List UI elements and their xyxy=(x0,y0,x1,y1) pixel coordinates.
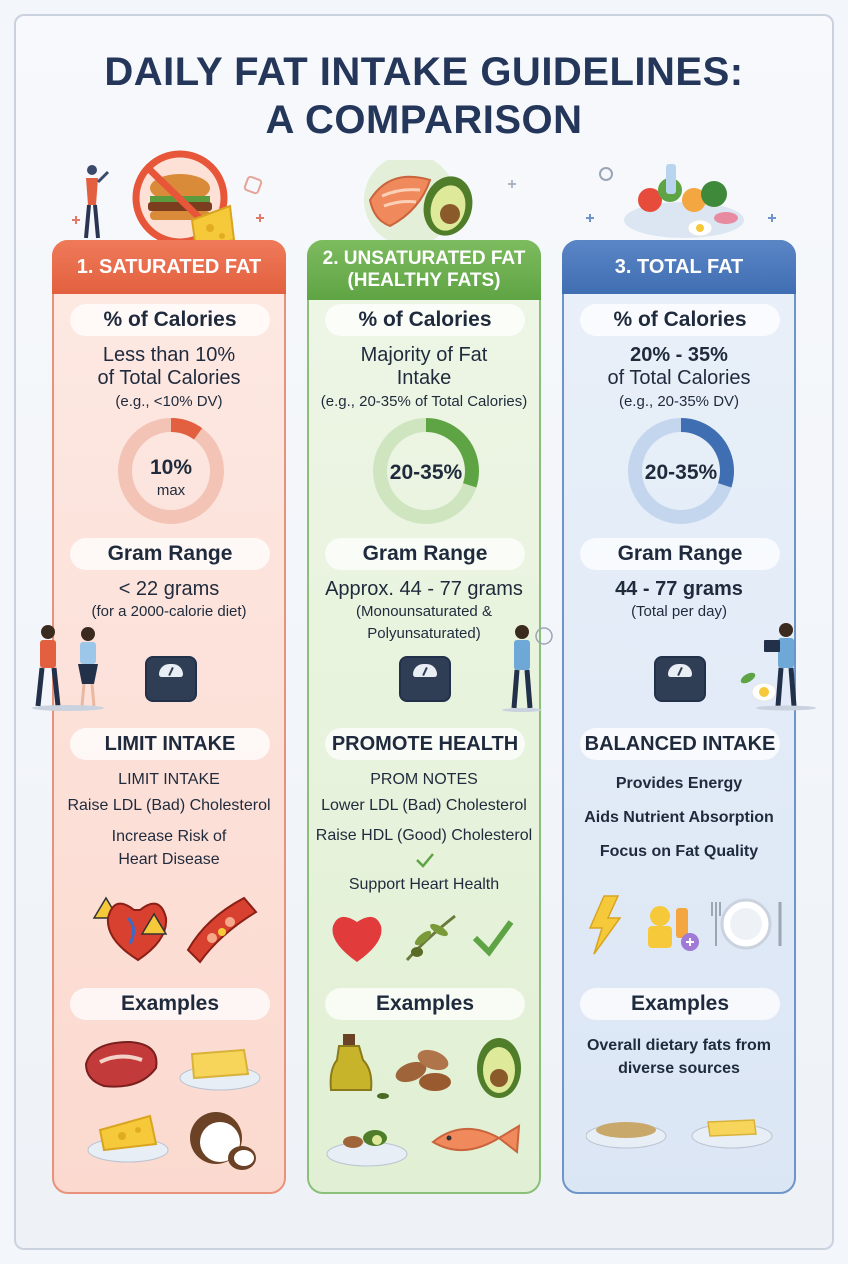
column-header: 3. TOTAL FAT xyxy=(562,240,796,294)
salmon-avocado-icon xyxy=(364,160,516,240)
examples-label: Examples xyxy=(580,988,780,1020)
no-burger-icon xyxy=(72,150,264,250)
title-line-1: DAILY FAT INTAKE GUIDELINES: xyxy=(104,50,744,94)
effect-3: Raise HDL (Good) Cholesterol xyxy=(315,827,533,844)
calories-note: (e.g., 20-35% of Total Calories) xyxy=(320,393,528,410)
food-bowl-icon xyxy=(586,164,776,238)
examples-label: Examples xyxy=(70,988,270,1020)
calories-main-2: of Total Calories xyxy=(607,367,751,389)
ring-value: 10% xyxy=(149,456,193,479)
calories-main-1: 20% - 35% xyxy=(630,344,728,366)
effect-2: Aids Nutrient Absorption xyxy=(584,809,774,826)
title-line-2: A COMPARISON xyxy=(265,98,583,142)
ring-value: 20-35% xyxy=(389,461,463,484)
effect-1: LIMIT INTAKE xyxy=(118,771,220,788)
calories-note: (e.g., <10% DV) xyxy=(115,393,223,410)
check-icon xyxy=(416,853,434,868)
column-saturated-fat: 1. SATURATED FAT % of Calories Less than… xyxy=(52,240,286,1194)
saturated-examples-icon xyxy=(84,1040,261,1170)
calories-label: % of Calories xyxy=(325,304,525,336)
examples-text-2: diverse sources xyxy=(618,1060,740,1077)
gram-note-1: (Monounsaturated & xyxy=(356,603,492,620)
effect-3: Increase Risk of xyxy=(111,828,227,845)
calorie-ring xyxy=(373,418,479,524)
gram-note: (Total per day) xyxy=(631,603,727,620)
calories-label: % of Calories xyxy=(70,304,270,336)
heart-warning-icon xyxy=(92,896,258,964)
person-thinking-icon xyxy=(502,625,553,712)
effect-label: BALANCED INTAKE xyxy=(580,728,780,760)
gram-main: < 22 grams xyxy=(118,578,220,600)
examples-text-1: Overall dietary fats from xyxy=(586,1037,772,1054)
effect-2: Lower LDL (Bad) Cholesterol xyxy=(321,797,527,814)
fat-dishes-icon xyxy=(586,1119,773,1149)
effect-3: Focus on Fat Quality xyxy=(599,843,759,860)
people-discussing-icon xyxy=(32,625,104,711)
calories-main-1: Less than 10% xyxy=(102,344,236,366)
effect-1: Provides Energy xyxy=(615,775,743,792)
gram-main: Approx. 44 - 77 grams xyxy=(325,578,523,600)
scale-icon xyxy=(145,656,197,702)
scale-icon xyxy=(399,656,451,702)
scale-icon xyxy=(654,656,706,702)
effect-label: PROMOTE HEALTH xyxy=(325,728,525,760)
column-header-line-2: (HEALTHY FATS) xyxy=(347,270,501,291)
column-unsaturated-fat: 2. UNSATURATED FAT (HEALTHY FATS) % of C… xyxy=(307,240,541,1194)
ring-sub: max xyxy=(156,482,186,499)
person-laptop-icon xyxy=(740,623,816,711)
column-header: 1. SATURATED FAT xyxy=(52,240,286,294)
gram-note-2: Polyunsaturated) xyxy=(367,625,481,642)
effect-4: Support Heart Health xyxy=(348,876,500,893)
gram-label: Gram Range xyxy=(70,538,270,570)
ring-value: 20-35% xyxy=(644,461,718,484)
gram-note: (for a 2000-calorie diet) xyxy=(91,603,247,620)
column-total-fat: 3. TOTAL FAT % of Calories 20% - 35% of … xyxy=(562,240,796,1194)
calories-main-2: of Total Calories xyxy=(97,367,241,389)
gram-label: Gram Range xyxy=(325,538,525,570)
energy-nutrient-plate-icon xyxy=(588,895,782,955)
ring-arc xyxy=(373,418,479,524)
calorie-ring xyxy=(118,418,224,524)
page-title: DAILY FAT INTAKE GUIDELINES: A COMPARISO… xyxy=(0,48,848,144)
calorie-ring xyxy=(628,418,734,524)
effect-4: Heart Disease xyxy=(118,851,220,868)
heart-olive-check-icon xyxy=(332,914,514,962)
examples-label: Examples xyxy=(325,988,525,1020)
effect-label: LIMIT INTAKE xyxy=(70,728,270,760)
column-header-line-1: 2. UNSATURATED FAT xyxy=(322,248,526,269)
calories-main-1: Majority of Fat xyxy=(360,344,488,366)
ring-arc xyxy=(118,418,224,524)
calories-note: (e.g., 20-35% DV) xyxy=(618,393,740,410)
unsaturated-examples-icon xyxy=(326,1034,521,1167)
calories-label: % of Calories xyxy=(580,304,780,336)
column-header: 2. UNSATURATED FAT (HEALTHY FATS) xyxy=(307,240,541,300)
calories-main-2: Intake xyxy=(396,367,452,389)
effect-2: Raise LDL (Bad) Cholesterol xyxy=(67,797,271,814)
ring-arc xyxy=(628,418,734,524)
gram-main: 44 - 77 grams xyxy=(615,578,743,600)
gram-label: Gram Range xyxy=(580,538,780,570)
effect-1: PROM NOTES xyxy=(370,771,478,788)
